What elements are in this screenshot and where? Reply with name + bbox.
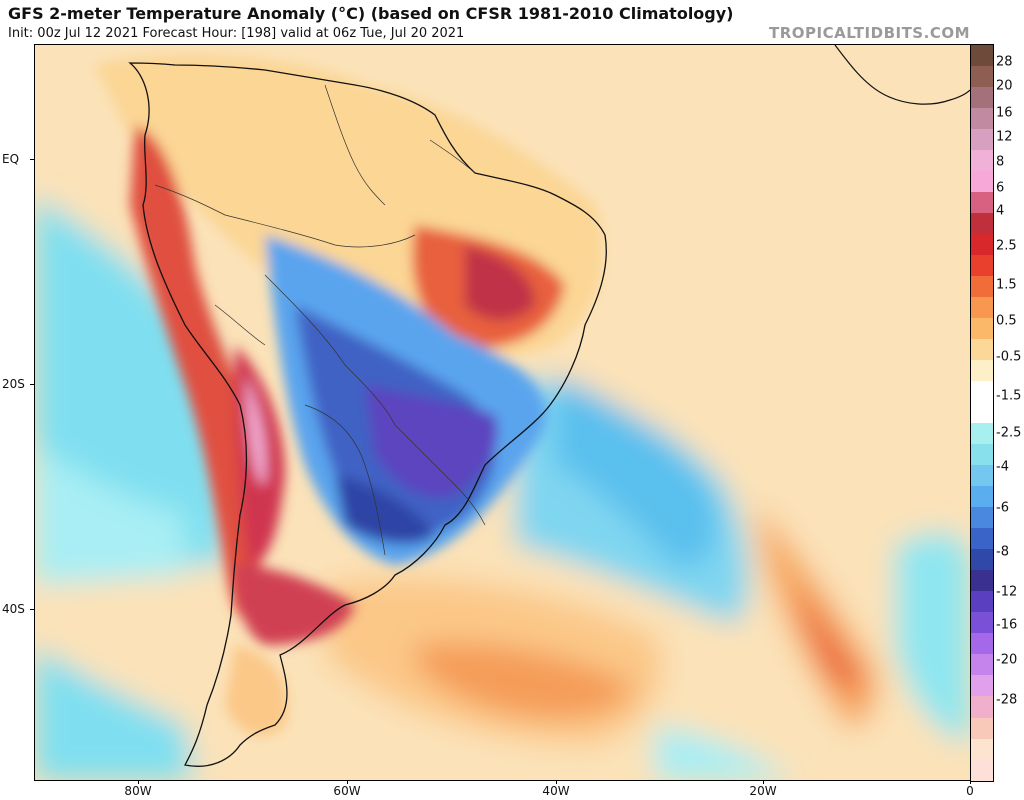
colorbar-swatch — [971, 339, 993, 361]
colorbar-label: -4 — [996, 459, 1009, 475]
colorbar-label: 8 — [996, 154, 1005, 170]
colorbar-swatch — [971, 738, 993, 760]
colorbar-label: 20 — [996, 78, 1013, 94]
colorbar-swatch — [971, 213, 993, 235]
colorbar-swatch — [971, 549, 993, 571]
colorbar-label: -16 — [996, 617, 1018, 633]
colorbar-swatch — [971, 318, 993, 340]
colorbar-label: -12 — [996, 584, 1018, 600]
colorbar-label: -28 — [996, 692, 1018, 708]
colorbar-swatch — [971, 381, 993, 403]
colorbar-swatch — [971, 255, 993, 277]
anomaly-map — [34, 44, 971, 781]
colorbar-label: -20 — [996, 652, 1018, 668]
colorbar-swatch — [971, 192, 993, 214]
colorbar-swatch — [971, 717, 993, 739]
colorbar-swatch — [971, 612, 993, 634]
colorbar-swatch — [971, 654, 993, 676]
coastline-africa — [834, 45, 970, 105]
lat-tick — [30, 384, 34, 385]
colorbar-swatch — [971, 45, 993, 67]
lon-tick — [763, 780, 764, 784]
colorbar-label: -0.5 — [996, 349, 1022, 365]
lon-tick — [970, 780, 971, 784]
lon-tick — [347, 780, 348, 784]
colorbar-swatch — [971, 150, 993, 172]
site-credit: TROPICALTIDBITS.COM — [769, 24, 970, 42]
colorbar-swatch — [971, 276, 993, 298]
colorbar-swatch — [971, 675, 993, 697]
chart-title: GFS 2-meter Temperature Anomaly (°C) (ba… — [8, 4, 734, 23]
colorbar-swatch — [971, 297, 993, 319]
colorbar — [970, 44, 994, 782]
colorbar-label: 28 — [996, 54, 1013, 70]
colorbar-swatch — [971, 402, 993, 424]
country-borders — [154, 84, 486, 556]
colorbar-swatch — [971, 528, 993, 550]
lon-label-20w: 20W — [749, 784, 777, 798]
lat-tick — [30, 159, 34, 160]
colorbar-swatch — [971, 465, 993, 487]
colorbar-label: 0.5 — [996, 313, 1017, 329]
colorbar-swatch — [971, 633, 993, 655]
colorbar-swatch — [971, 129, 993, 151]
colorbar-swatch — [971, 696, 993, 718]
colorbar-label: 6 — [996, 180, 1005, 196]
colorbar-label: 4 — [996, 203, 1005, 219]
colorbar-swatch — [971, 486, 993, 508]
colorbar-swatch — [971, 108, 993, 130]
lat-tick — [30, 609, 34, 610]
colorbar-swatch — [971, 234, 993, 256]
lon-label-80w: 80W — [124, 784, 152, 798]
lat-label-20s: 20S — [2, 377, 25, 391]
colorbar-label: 2.5 — [996, 238, 1017, 254]
colorbar-label: -8 — [996, 544, 1009, 560]
colorbar-swatch — [971, 591, 993, 613]
land-anomaly-field — [95, 54, 603, 736]
coastline-south-america — [128, 62, 607, 767]
colorbar-swatch — [971, 570, 993, 592]
colorbar-swatch — [971, 360, 993, 382]
lat-label-40s: 40S — [2, 602, 25, 616]
colorbar-swatch — [971, 507, 993, 529]
colorbar-swatch — [971, 759, 993, 781]
lon-tick — [138, 780, 139, 784]
colorbar-label: -6 — [996, 500, 1009, 516]
colorbar-label: 16 — [996, 105, 1013, 121]
colorbar-swatch — [971, 171, 993, 193]
lat-label-eq: EQ — [2, 152, 20, 166]
colorbar-swatch — [971, 87, 993, 109]
colorbar-label: -2.5 — [996, 425, 1022, 441]
colorbar-label: 12 — [996, 129, 1013, 145]
colorbar-swatch — [971, 444, 993, 466]
colorbar-swatch — [971, 66, 993, 88]
colorbar-label: 1.5 — [996, 277, 1017, 293]
colorbar-swatch — [971, 423, 993, 445]
lon-tick — [556, 780, 557, 784]
lon-label-0: 0 — [966, 784, 974, 798]
colorbar-label: -1.5 — [996, 388, 1022, 404]
chart-subtitle: Init: 00z Jul 12 2021 Forecast Hour: [19… — [8, 26, 465, 41]
lon-label-60w: 60W — [333, 784, 361, 798]
lon-label-40w: 40W — [542, 784, 570, 798]
